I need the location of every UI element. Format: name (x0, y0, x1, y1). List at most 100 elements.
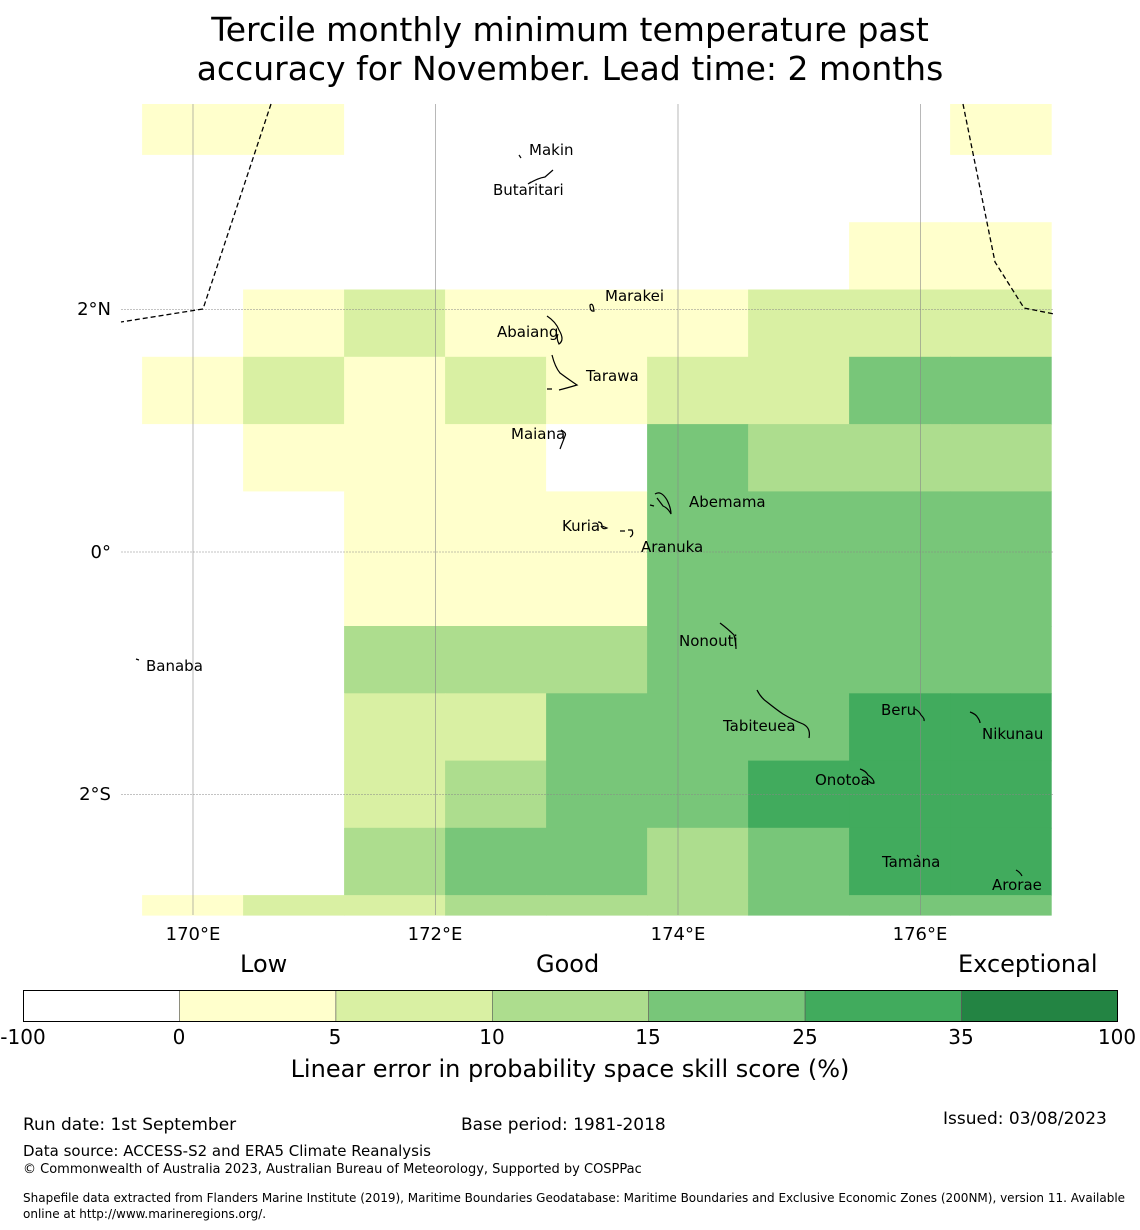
island-butaritari (527, 169, 554, 185)
skill-cell (647, 895, 749, 916)
skill-cell (243, 222, 345, 291)
label-kuria: Kuria (562, 517, 600, 535)
skill-cell (849, 356, 951, 425)
skill-cell (243, 491, 345, 560)
title-line-2: accuracy for November. Lead time: 2 mont… (196, 49, 944, 88)
colorbar-tick: -100 (0, 1025, 46, 1049)
skill-cell (849, 895, 951, 916)
colorbar-segment (179, 990, 337, 1022)
colorbar-segment (335, 990, 493, 1022)
skill-cell (243, 154, 345, 223)
skill-cell (748, 104, 850, 156)
skill-cell (546, 289, 648, 358)
skill-cell (344, 154, 446, 223)
island-nonouti (719, 622, 737, 650)
skill-cell (950, 558, 1052, 627)
label-marakei: Marakei (605, 287, 664, 305)
lat-axis-labels: 2°N 0° 2°S (77, 299, 111, 805)
island-nikunau (969, 711, 981, 724)
island-beru (914, 708, 925, 722)
island-arorae (1015, 869, 1023, 877)
skill-cell (950, 491, 1052, 560)
lon-label-174e: 174°E (651, 924, 706, 940)
skill-cell (344, 289, 446, 358)
colorbar-segment (648, 990, 806, 1022)
skill-cell (546, 558, 648, 627)
island-marakei (589, 303, 595, 312)
island-aranuka (620, 529, 634, 538)
skill-cell (445, 154, 547, 223)
skill-cell (748, 222, 850, 291)
island-tarawa (547, 354, 579, 391)
skill-cell (344, 356, 446, 425)
island-abaiang (546, 315, 563, 345)
skill-cell (849, 154, 951, 223)
island-maiana (559, 429, 567, 450)
skill-grid-cells (142, 104, 1052, 916)
label-makin: Makin (529, 141, 574, 159)
skill-cell (445, 895, 547, 916)
skill-cell (445, 222, 547, 291)
skill-cell (748, 356, 850, 425)
shapefile-credit-line-2: online at http://www.marineregions.org/. (23, 1207, 267, 1221)
skill-cell (546, 626, 648, 694)
skill-cell (445, 626, 547, 694)
island-kuria (597, 521, 609, 530)
skill-cell (849, 626, 951, 694)
skill-map: Makin Butaritari Marakei Abaiang Tarawa … (77, 103, 1055, 940)
lat-label-2n: 2°N (77, 299, 111, 320)
skill-cell (849, 558, 951, 627)
skill-cell (647, 154, 749, 223)
skill-cell (445, 693, 547, 762)
colorbar-frame (23, 990, 1118, 1022)
title-line-1: Tercile monthly minimum temperature past (211, 10, 929, 49)
label-maiana: Maiana (511, 425, 565, 443)
run-date: Run date: 1st September (23, 1115, 237, 1135)
skill-cell (950, 693, 1052, 762)
lat-label-0: 0° (91, 542, 111, 563)
skill-cell (243, 104, 345, 156)
eez-boundary-east (962, 103, 1055, 315)
skill-cell (546, 491, 648, 560)
island-banaba (135, 658, 140, 661)
skill-cell (344, 491, 446, 560)
colorbar-tick: 0 (172, 1025, 186, 1049)
label-tamana: Tamana (881, 853, 940, 871)
colorbar-tick: 35 (948, 1025, 974, 1049)
skill-cell (546, 356, 648, 425)
skill-cell (546, 154, 648, 223)
skill-cell (546, 693, 648, 762)
skill-cell (849, 424, 951, 492)
skill-cell (445, 558, 547, 627)
graticule (121, 104, 1054, 915)
skill-cell (546, 222, 648, 291)
skill-cell (344, 222, 446, 291)
data-source: Data source: ACCESS-S2 and ERA5 Climate … (23, 1142, 431, 1160)
skill-cell (344, 827, 446, 896)
island-outlines (135, 154, 1023, 877)
skill-cell (950, 289, 1052, 358)
label-abemama: Abemama (689, 493, 766, 511)
skill-cell (950, 895, 1052, 916)
skill-cell (243, 626, 345, 694)
skill-cell (950, 222, 1052, 291)
skill-cell (546, 827, 648, 896)
skill-cell (748, 827, 850, 896)
skill-cell (748, 558, 850, 627)
skill-cell (647, 104, 749, 156)
lat-label-2s: 2°S (79, 784, 111, 805)
skill-cell (344, 558, 446, 627)
skill-cell (849, 289, 951, 358)
island-abemama (649, 492, 672, 515)
colorbar-tick: 25 (792, 1025, 818, 1049)
skill-cell (344, 895, 446, 916)
label-arorae: Arorae (992, 876, 1042, 894)
skill-cell (647, 827, 749, 896)
island-onotoa (859, 768, 875, 784)
skill-cell (445, 827, 547, 896)
chart-title: Tercile monthly minimum temperature past… (0, 10, 1140, 88)
label-nonouti: Nonouti (679, 632, 738, 650)
label-beru: Beru (881, 701, 916, 719)
skill-cell (849, 222, 951, 291)
skill-cell (748, 424, 850, 492)
